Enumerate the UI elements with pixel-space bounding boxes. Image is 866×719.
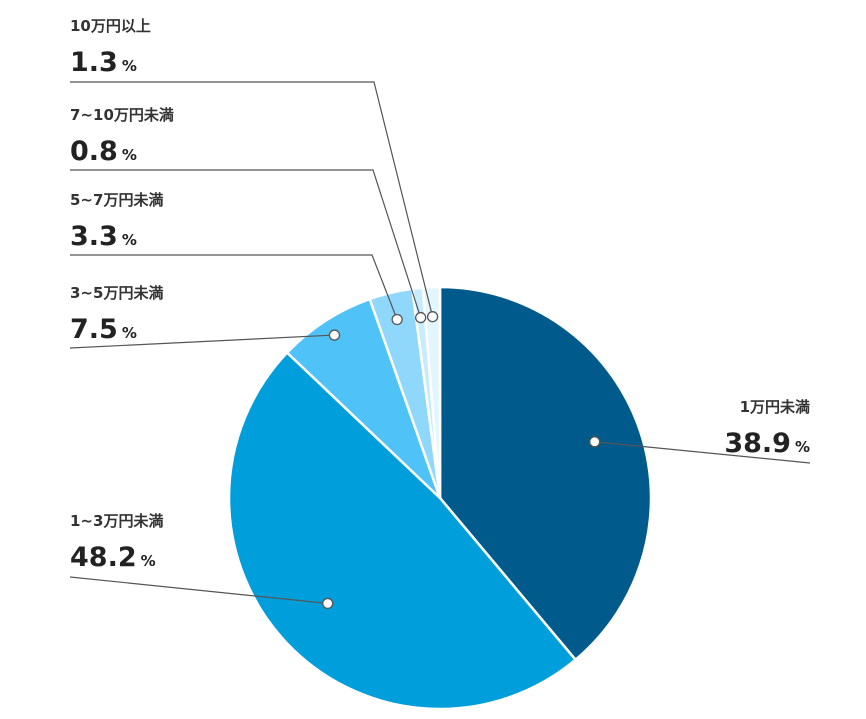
slice-category-label: 7~10万円未満 xyxy=(70,106,174,124)
leader-dot-1 xyxy=(589,436,601,448)
slice-value-label: 7.5% xyxy=(70,314,137,345)
slice-category-label: 1~3万円未満 xyxy=(70,512,163,530)
pie-slice-2 xyxy=(227,350,578,711)
slice-category-label: 3~5万円未満 xyxy=(70,284,163,302)
pie-slice-3 xyxy=(285,297,442,499)
pie-slice-6 xyxy=(421,285,442,499)
leader-line-4 xyxy=(70,254,398,320)
leader-dot-5 xyxy=(415,311,427,324)
leader-dot-4 xyxy=(391,313,403,326)
leader-dot-6 xyxy=(426,311,439,323)
leader-lines xyxy=(69,81,811,610)
leader-line-6 xyxy=(70,81,434,317)
slice-value-label: 0.8% xyxy=(70,136,137,167)
pie-slice-1 xyxy=(438,285,653,662)
slice-category-label: 10万円以上 xyxy=(70,17,151,35)
leader-dot-2 xyxy=(322,597,334,610)
leader-line-3 xyxy=(69,334,335,349)
slice-value-label: 48.2% xyxy=(70,542,156,573)
slice-value-label: 3.3% xyxy=(70,221,137,252)
pie-slices xyxy=(227,285,653,711)
leader-line-5 xyxy=(70,169,422,318)
slice-value-label: 38.9% xyxy=(724,428,810,459)
slice-labels: 1万円未満 38.9 % 1~3万円未満 48.2 % 3~5万円未満 7.5 % 5~7万円未満… xyxy=(70,17,810,573)
leader-line-1 xyxy=(594,441,811,464)
slice-category-label: 5~7万円未満 xyxy=(70,191,163,209)
slice-value-label: 1.3% xyxy=(70,47,137,78)
slice-category-label: 1万円未満 xyxy=(740,398,810,416)
leader-dot-3 xyxy=(328,329,341,341)
leader-line-2 xyxy=(69,576,328,605)
